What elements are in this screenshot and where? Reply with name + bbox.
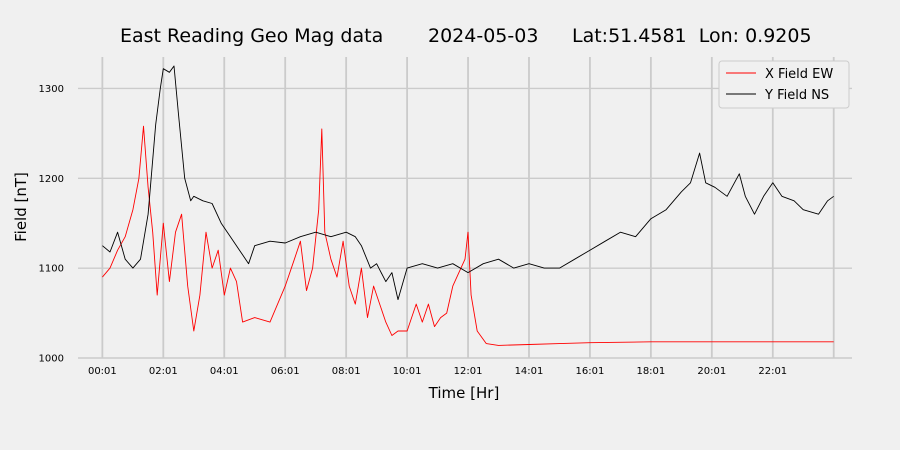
y-axis-label: Field [nT] [12, 172, 30, 242]
x-tick-label: 20:01 [697, 366, 726, 377]
series-line-x-field-ew [102, 125, 834, 346]
x-tick-label: 18:01 [636, 366, 665, 377]
x-tick-label: 04:01 [210, 366, 239, 377]
y-tick-label: 1300 [39, 84, 64, 95]
y-tick-label: 1000 [39, 354, 64, 365]
chart-title-location: Lat:51.4581 Lon: 0.9205 [572, 25, 812, 47]
x-tick-label: 10:01 [393, 366, 422, 377]
chart-title-date: 2024-05-03 [428, 25, 538, 47]
x-tick-label: 14:01 [515, 366, 544, 377]
chart-title-text: East Reading Geo Mag data [120, 25, 383, 47]
x-tick-label: 22:01 [758, 366, 787, 377]
x-tick-label: 00:01 [88, 366, 117, 377]
y-tick-label: 1100 [39, 264, 64, 275]
axis-ticks: 1000 1100 1200 1300 00:01 02:01 04:01 06:01 08:0… [39, 84, 788, 377]
legend-label-y-field: Y Field NS [764, 88, 829, 103]
y-tick-label: 1200 [39, 174, 64, 185]
series-lines [102, 65, 834, 346]
series-line-y-field-ns [102, 65, 834, 301]
legend: X Field EW Y Field NS [718, 60, 850, 109]
x-tick-label: 12:01 [454, 366, 483, 377]
x-tick-label: 06:01 [271, 366, 300, 377]
grid [78, 57, 852, 359]
x-axis-label: Time [Hr] [428, 384, 500, 402]
chart-title: East Reading Geo Mag data 2024-05-03 Lat… [120, 25, 812, 47]
legend-label-x-field: X Field EW [765, 67, 833, 82]
x-tick-label: 08:01 [332, 366, 361, 377]
x-tick-label: 02:01 [149, 366, 178, 377]
x-tick-label: 16:01 [576, 366, 605, 377]
